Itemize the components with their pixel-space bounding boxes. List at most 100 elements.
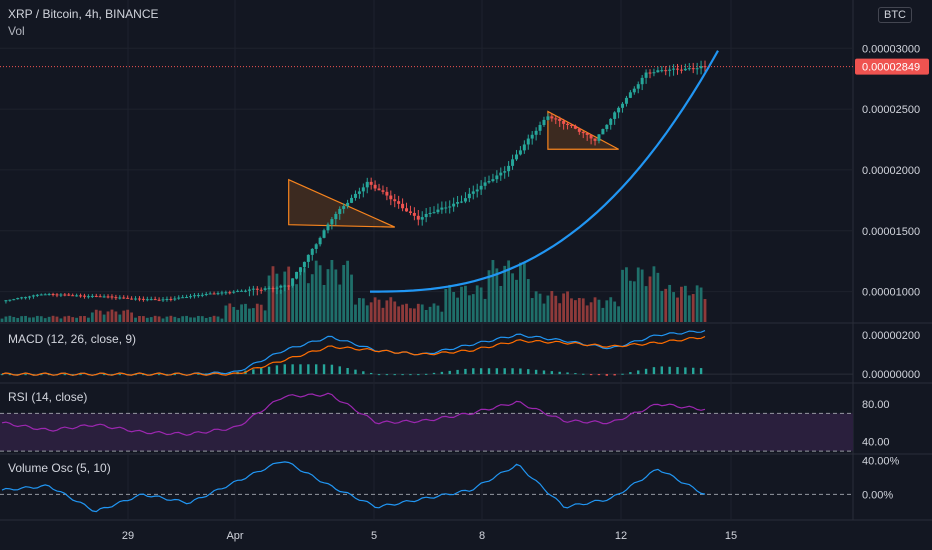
candle-body [310, 248, 314, 255]
candle-body [660, 70, 664, 72]
candle-body [342, 206, 346, 209]
macd-histogram-bar [503, 368, 506, 375]
candle-body [173, 298, 177, 300]
candle-body [220, 292, 224, 294]
candle-body [412, 212, 416, 216]
candle-body [416, 215, 420, 220]
macd-histogram-bar [299, 364, 302, 375]
macd-histogram-bar [260, 367, 263, 375]
macd-histogram-bar [63, 374, 67, 376]
macd-histogram-bar [330, 364, 334, 375]
triangle-pattern [288, 178, 395, 228]
macd-histogram-bar [519, 368, 522, 375]
volume-bar [491, 260, 495, 322]
volume-bar [169, 315, 173, 322]
macd-histogram-bar [464, 368, 467, 375]
candle-body [251, 288, 255, 290]
macd-histogram-bar [652, 367, 656, 375]
candle-body [365, 181, 369, 188]
volume-bar [303, 268, 306, 322]
macd-histogram-bar [440, 371, 444, 375]
volume-bar [397, 306, 401, 322]
currency-badge[interactable]: BTC [878, 7, 912, 23]
candle-body [145, 299, 149, 301]
volume-bar [644, 286, 648, 322]
volume-bar [471, 294, 475, 322]
volume-bar [589, 302, 593, 322]
candle-body [467, 193, 471, 199]
candle-body [283, 285, 287, 287]
candle-body [566, 123, 570, 125]
volume-bar [361, 298, 365, 322]
macd-histogram-bar [644, 368, 648, 375]
volume-bar [141, 316, 145, 322]
macd-histogram-bar [574, 373, 577, 375]
candle-body [640, 77, 644, 85]
volume-bar [75, 317, 79, 322]
candle-body [185, 297, 189, 299]
candle-body [259, 289, 263, 291]
volume-bar [648, 276, 652, 322]
volume-bar [581, 298, 585, 322]
macd-histogram-bar [205, 373, 208, 375]
volume-osc-label[interactable]: Volume Osc (5, 10) [8, 461, 111, 475]
symbol-title[interactable]: XRP / Bitcoin, 4h, BINANCE [8, 7, 159, 21]
volume-bar [617, 306, 620, 322]
candle-body [499, 172, 503, 176]
volume-bar [330, 260, 334, 322]
candle-body [452, 203, 456, 207]
macd-histogram-bar [534, 369, 538, 375]
candle-body [518, 150, 522, 155]
candle-body [569, 124, 573, 126]
volume-bar [656, 272, 660, 322]
candle-body [377, 188, 381, 191]
candle-body [636, 84, 640, 89]
macd-histogram-bar [142, 374, 145, 376]
volume-bar [173, 316, 177, 322]
time-tick-label: Apr [226, 530, 243, 542]
volume-bar [87, 317, 90, 322]
macd-histogram-bar [362, 371, 365, 375]
rsi-label[interactable]: RSI (14, close) [8, 390, 88, 404]
macd-histogram-bar [291, 364, 294, 375]
volume-bar [67, 315, 71, 322]
volume-bar [373, 297, 377, 322]
volume-bar [554, 295, 558, 322]
candle-body [8, 299, 12, 301]
volume-bar [24, 315, 27, 322]
macd-histogram-bar [401, 374, 404, 376]
candle-body [295, 271, 299, 279]
volume-bar [464, 285, 467, 322]
volume-bar [98, 310, 102, 322]
candle-body [153, 299, 157, 301]
volume-bar [114, 311, 118, 322]
candle-body [589, 134, 593, 139]
volume-bar [507, 260, 511, 322]
candle-body [59, 294, 63, 296]
volume-bar [593, 297, 597, 322]
volume-bar [122, 310, 126, 322]
candle-body [169, 298, 173, 300]
volume-bar [271, 266, 275, 322]
volume-bar [318, 265, 322, 322]
volume-bar [597, 299, 601, 322]
volume-bar [4, 316, 8, 322]
volume-bar [16, 317, 20, 322]
volume-bar [452, 292, 456, 322]
volume-bar [63, 316, 67, 322]
volume-bar [200, 316, 204, 322]
candle-body [558, 118, 562, 121]
candle-body [656, 70, 660, 73]
price-tick-label: 0.00002000 [862, 165, 920, 177]
volume-bar [420, 304, 424, 322]
volume-bar [503, 265, 507, 322]
candle-body [130, 298, 134, 300]
macd-label[interactable]: MACD (12, 26, close, 9) [8, 332, 137, 346]
macd-histogram-bar [589, 374, 593, 376]
macd-histogram-bar [173, 374, 177, 376]
volume-bar [189, 317, 192, 322]
volume-bar [542, 303, 546, 322]
candle-body [436, 209, 440, 213]
candle-body [676, 68, 680, 70]
